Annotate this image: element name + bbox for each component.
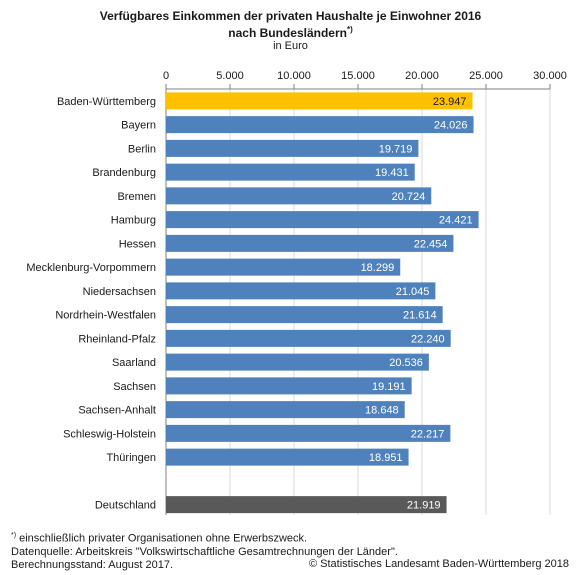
x-tick-label: 20.000 [405, 70, 439, 82]
x-tick-label: 10.000 [277, 70, 311, 82]
bar [166, 258, 401, 276]
data-label: 19.719 [379, 143, 413, 155]
bar [166, 92, 473, 110]
data-label: 18.648 [365, 405, 399, 417]
category-label: Brandenburg [92, 167, 156, 179]
data-label: 24.421 [439, 215, 473, 227]
chart-title-line2: nach Bundesländern*) [0, 23, 581, 40]
chart-title-footnote-mark: *) [346, 25, 353, 34]
data-label: 22.217 [411, 428, 445, 440]
data-label: 22.240 [411, 333, 445, 345]
category-label: Niedersachsen [83, 286, 156, 298]
bar [166, 234, 454, 252]
copyright-notice: © Statistisches Landesamt Baden-Württemb… [308, 558, 569, 570]
data-label: 18.951 [369, 452, 403, 464]
bar [166, 116, 474, 134]
calculation-date: Berechnungsstand: August 2017. [11, 558, 174, 571]
x-tick-label: 30.000 [533, 70, 567, 82]
bar [166, 401, 405, 419]
data-label: 21.614 [403, 310, 437, 322]
x-tick-label: 25.000 [469, 70, 503, 82]
data-label: 18.299 [361, 262, 395, 274]
category-label: Sachsen-Anhalt [78, 405, 156, 417]
data-label: 20.724 [392, 191, 426, 203]
category-label: Saarland [112, 357, 156, 369]
category-label: Hamburg [111, 215, 156, 227]
category-label: Baden-Württemberg [57, 96, 156, 108]
category-label: Deutschland [95, 500, 156, 512]
category-label: Schleswig-Holstein [63, 428, 156, 440]
data-label: 21.919 [407, 500, 441, 512]
bar [166, 163, 415, 181]
bar [166, 448, 409, 466]
bar [166, 329, 451, 347]
category-label: Bayern [121, 120, 156, 132]
bar [166, 139, 419, 157]
x-tick-label: 0 [163, 70, 169, 82]
data-label: 24.026 [434, 120, 468, 132]
bar [166, 496, 447, 514]
data-label: 20.536 [389, 357, 423, 369]
footnote-text: einschließlich privater Organisationen o… [16, 532, 308, 545]
footnotes: *) einschließlich privater Organisatione… [11, 529, 398, 572]
x-tick-label: 5.000 [216, 70, 244, 82]
bar [166, 211, 479, 229]
category-label: Mecklenburg-Vorpommern [26, 262, 156, 274]
bar [166, 306, 443, 324]
bar [166, 353, 429, 371]
data-source: Datenquelle: Arbeitskreis "Volkswirtscha… [11, 545, 398, 558]
bar [166, 282, 436, 300]
data-label: 23.947 [433, 96, 467, 108]
category-label: Nordrhein-Westfalen [55, 310, 156, 322]
chart-title-line1: Verfügbares Einkommen der privaten Haush… [99, 9, 482, 23]
chart-subtitle: in Euro [273, 40, 308, 52]
category-label: Berlin [128, 143, 156, 155]
chart-title-block: Verfügbares Einkommen der privaten Haush… [0, 10, 581, 53]
footnote-mark: *) [11, 532, 17, 539]
data-label: 21.045 [396, 286, 430, 298]
category-label: Bremen [117, 191, 156, 203]
data-label: 19.191 [372, 381, 406, 393]
footnote-definition: *) einschließlich privater Organisatione… [11, 529, 398, 546]
chart-title-line2-text: nach Bundesländern [228, 26, 347, 40]
data-label: 19.431 [375, 167, 409, 179]
category-label: Rheinland-Pfalz [78, 333, 156, 345]
category-label: Thüringen [106, 452, 156, 464]
bar [166, 377, 412, 395]
x-tick-label: 15.000 [341, 70, 375, 82]
category-label: Sachsen [113, 381, 156, 393]
category-label: Hessen [119, 238, 156, 250]
data-label: 22.454 [414, 238, 448, 250]
bar [166, 187, 432, 205]
bar [166, 424, 451, 442]
